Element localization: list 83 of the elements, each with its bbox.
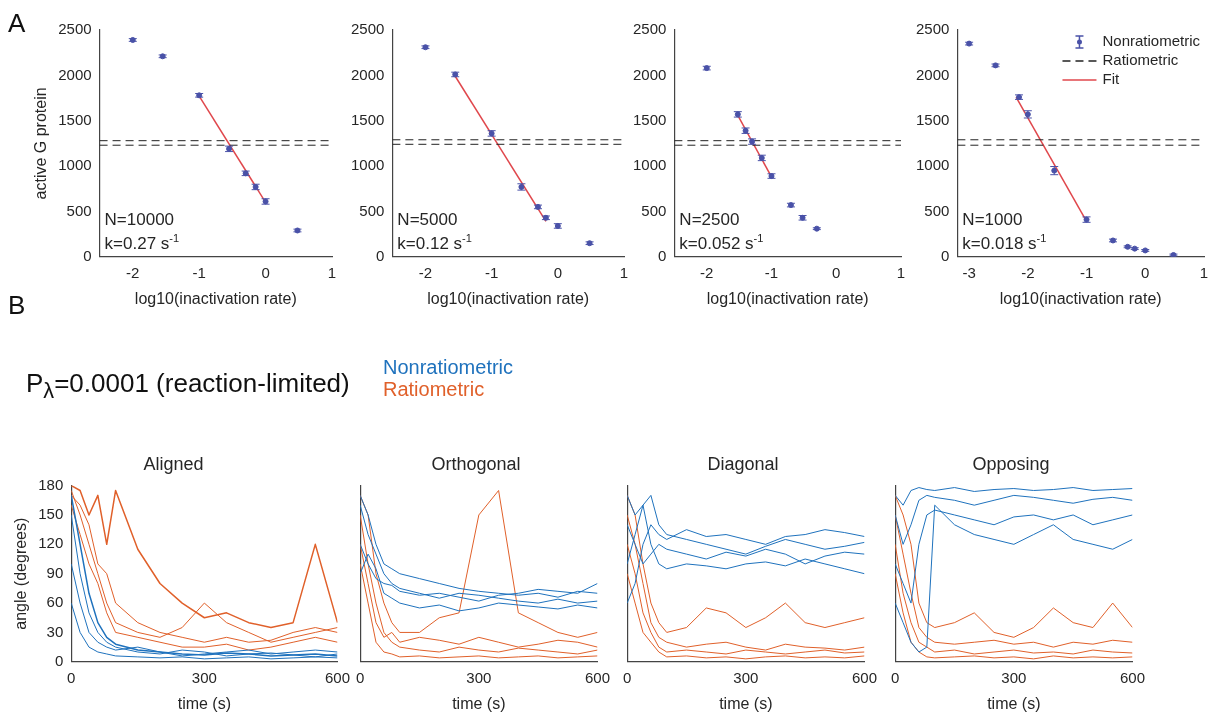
y-tick-label: 60 (46, 593, 64, 611)
y-tick-label: 1000 (632, 156, 667, 174)
text: A (8, 8, 26, 38)
x-tick-label: 1 (1199, 263, 1209, 281)
x-tick-label: 300 (1001, 668, 1027, 686)
x-tick-label: 600 (1119, 668, 1145, 686)
y-tick-label: 180 (38, 475, 64, 493)
x-tick-label: -1 (484, 263, 499, 281)
y-tick-label: 1000 (915, 156, 950, 174)
y-tick-label: 120 (38, 534, 64, 552)
chart-title: Orthogonal (431, 453, 521, 474)
y-tick-label: 0 (941, 246, 950, 264)
y-tick-label: 150 (38, 505, 64, 523)
x-tick-label: -1 (192, 263, 206, 281)
y-tick-label: 500 (66, 201, 92, 219)
x-tick-label: 1 (327, 263, 337, 281)
legend-label: Fit (1102, 70, 1120, 88)
chart-title: Diagonal (707, 453, 779, 474)
x-tick-label: 0 (832, 263, 841, 281)
y-tick-label: 2500 (350, 20, 385, 38)
annotation: N=1000 (962, 209, 1023, 229)
y-tick-label: 2500 (58, 20, 92, 38)
x-tick-label: -2 (418, 263, 433, 281)
y-tick-label: 1000 (58, 156, 92, 174)
y-tick-label: 2500 (915, 20, 950, 38)
x-tick-label: -2 (126, 263, 140, 281)
x-tick-label: -3 (962, 263, 976, 281)
x-tick-label: 300 (191, 668, 217, 686)
text: B (8, 290, 26, 320)
legend-label: Ratiometric (1102, 51, 1179, 69)
annotation: N=2500 (679, 209, 740, 229)
x-axis-title: time (s) (177, 694, 232, 712)
y-tick-label: 500 (641, 201, 667, 219)
y-axis-title: angle (degrees) (12, 517, 30, 630)
y-tick-label: 1500 (58, 110, 92, 128)
y-tick-label: 1500 (915, 110, 950, 128)
y-tick-label: 0 (83, 246, 92, 264)
x-tick-label: 1 (896, 263, 906, 281)
y-tick-label: 90 (46, 563, 64, 581)
y-tick-label: 2000 (350, 65, 385, 83)
y-tick-label: 0 (658, 246, 667, 264)
text: Ratiometric (383, 378, 486, 400)
y-tick-label: 1000 (350, 156, 385, 174)
y-tick-label: 30 (46, 622, 64, 640)
y-tick-label: 0 (376, 246, 385, 264)
chart-title: Aligned (143, 453, 204, 474)
x-tick-label: -1 (764, 263, 779, 281)
y-axis-title: active G protein (32, 87, 50, 200)
x-axis-title: time (s) (452, 694, 506, 712)
x-axis-title: log10(inactivation rate) (427, 289, 590, 307)
y-tick-label: 2000 (632, 65, 667, 83)
x-axis-title: log10(inactivation rate) (134, 289, 297, 307)
x-tick-label: 0 (1141, 263, 1150, 281)
y-tick-label: 1500 (350, 110, 385, 128)
x-tick-label: 300 (466, 668, 492, 686)
chart-title: Opposing (972, 453, 1050, 474)
x-axis-title: log10(inactivation rate) (999, 289, 1162, 307)
x-tick-label: -2 (700, 263, 714, 281)
legend-label: Nonratiometric (1102, 32, 1201, 50)
x-axis-title: log10(inactivation rate) (706, 289, 869, 307)
y-tick-label: 500 (924, 201, 950, 219)
y-tick-label: 500 (359, 201, 385, 219)
x-tick-label: -1 (1079, 263, 1094, 281)
x-tick-label: 0 (261, 263, 270, 281)
y-tick-label: 2000 (915, 65, 950, 83)
y-tick-label: 2500 (632, 20, 667, 38)
x-tick-label: 600 (584, 668, 610, 686)
y-tick-label: 0 (54, 651, 64, 669)
text: P$_{λ}$=0.0001 (reaction-limited) (26, 368, 350, 404)
x-axis-title: time (s) (719, 694, 773, 712)
annotation: N=10000 (104, 209, 175, 229)
x-axis-title: time (s) (987, 694, 1041, 712)
annotation: N=5000 (397, 209, 458, 229)
text: Nonratiometric (383, 356, 514, 378)
x-tick-label: 1 (619, 263, 629, 281)
x-tick-label: 0 (891, 668, 900, 686)
x-tick-label: 0 (553, 263, 562, 281)
y-tick-label: 1500 (632, 110, 667, 128)
x-tick-label: 600 (324, 668, 350, 686)
y-tick-label: 2000 (58, 65, 92, 83)
x-tick-label: 300 (733, 668, 759, 686)
x-tick-label: 600 (851, 668, 877, 686)
x-tick-label: -2 (1021, 263, 1035, 281)
